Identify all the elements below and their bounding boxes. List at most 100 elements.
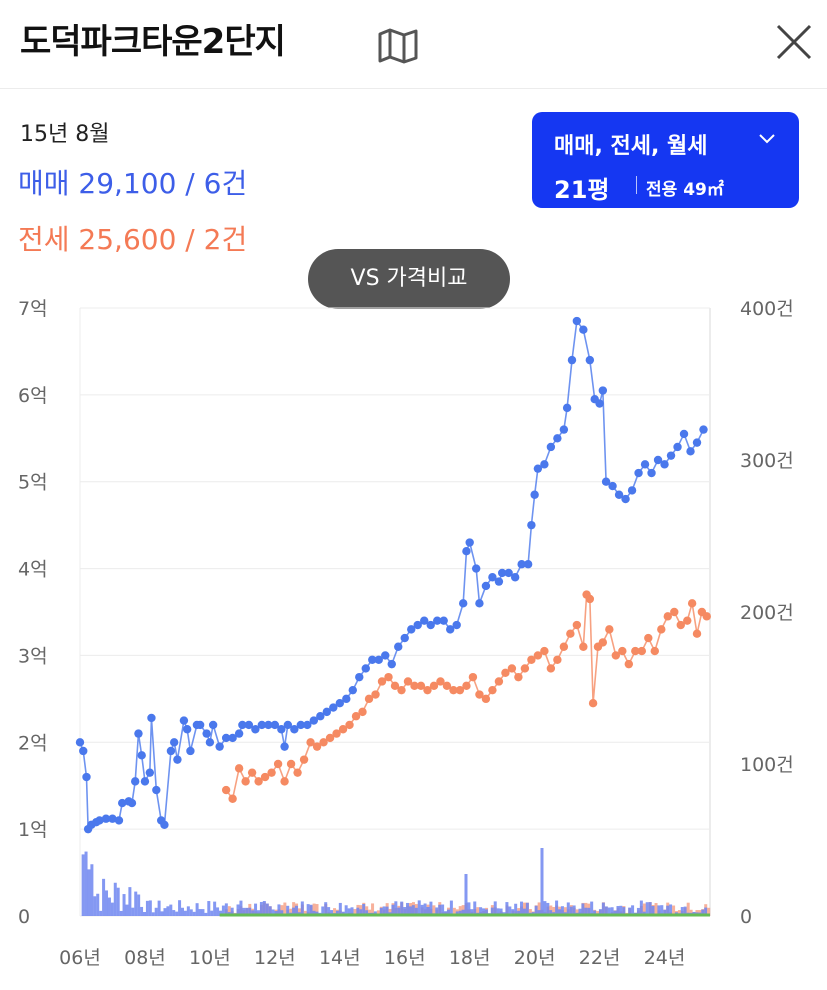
sale-point bbox=[303, 720, 312, 730]
jeonse-point bbox=[624, 659, 634, 669]
sale-point bbox=[530, 490, 539, 499]
sale-point bbox=[579, 325, 588, 334]
sale-point bbox=[208, 720, 218, 730]
sale-volume-bar bbox=[216, 907, 220, 916]
sale-volume-bar bbox=[145, 900, 149, 916]
sale-point bbox=[374, 655, 383, 664]
jeonse-point bbox=[631, 646, 640, 656]
sale-volume-bar bbox=[195, 903, 199, 916]
sale-point bbox=[488, 573, 497, 582]
sale-point bbox=[205, 738, 215, 747]
sale-point bbox=[140, 777, 150, 786]
jeonse-point bbox=[312, 742, 322, 751]
jeonse-volume-bar bbox=[371, 903, 375, 916]
sale-point bbox=[540, 460, 549, 469]
sale-volume-bar bbox=[660, 905, 664, 916]
jeonse-point bbox=[676, 620, 685, 630]
sale-point bbox=[523, 560, 533, 569]
jeonse-point bbox=[397, 685, 406, 695]
sale-point bbox=[647, 468, 656, 478]
sale-volume-bar bbox=[321, 906, 325, 916]
sale-volume-bar bbox=[704, 907, 708, 916]
sale-volume-bar bbox=[648, 902, 652, 916]
sale-point bbox=[553, 434, 562, 443]
jeonse-point bbox=[670, 607, 679, 617]
sale-volume-bar bbox=[300, 901, 304, 916]
sale-point bbox=[497, 568, 507, 578]
jeonse-point bbox=[442, 681, 452, 691]
sale-volume-bar bbox=[312, 910, 316, 916]
sale-volume-bar bbox=[110, 902, 114, 916]
jeonse-point bbox=[247, 768, 257, 777]
sale-point bbox=[413, 620, 422, 630]
sale-point bbox=[137, 751, 146, 760]
price-chart[interactable]: 0 1억 2억 3억 4억 5억 6억 7억 0 100건 200건 300건 400건 06년 08년 10… bbox=[0, 280, 827, 990]
sale-volume-bar bbox=[125, 904, 129, 916]
jeonse-volume-bar bbox=[289, 908, 293, 916]
sale-volume-bar bbox=[122, 894, 126, 916]
sale-point bbox=[296, 720, 306, 730]
sale-point bbox=[673, 442, 682, 452]
sale-point bbox=[660, 460, 669, 469]
sale-point bbox=[270, 720, 280, 730]
jeonse-summary: 전세 25,600 / 2건 bbox=[18, 223, 248, 256]
sale-volume-bar bbox=[560, 906, 564, 916]
sale-volume-bar bbox=[157, 900, 161, 916]
jeonse-point bbox=[429, 681, 439, 691]
x-tick: 06년 bbox=[59, 947, 101, 969]
jeonse-point bbox=[384, 672, 393, 682]
sale-point bbox=[598, 386, 608, 395]
sale-volume-bar bbox=[470, 909, 474, 916]
sale-volume-bar bbox=[631, 905, 635, 916]
y-left-tick: 7억 bbox=[18, 298, 48, 320]
sale-volume-bar bbox=[587, 907, 591, 916]
sale-volume-bar bbox=[446, 909, 450, 916]
sale-volume-bar bbox=[520, 901, 524, 916]
sale-point bbox=[601, 477, 611, 486]
close-icon[interactable] bbox=[772, 20, 816, 64]
sale-volume-bar bbox=[201, 909, 205, 916]
divider bbox=[636, 176, 637, 194]
sale-volume-bar bbox=[151, 912, 155, 916]
jeonse-point bbox=[345, 720, 354, 730]
jeonse-point bbox=[364, 694, 374, 704]
sale-volume-bar bbox=[461, 909, 465, 916]
jeonse-point bbox=[657, 625, 666, 634]
sale-volume-bar bbox=[99, 910, 103, 916]
jeonse-point bbox=[605, 625, 614, 634]
sale-point bbox=[316, 712, 325, 721]
jeonse-point bbox=[494, 677, 504, 686]
sale-volume-bar bbox=[508, 906, 512, 916]
sale-volume-bar bbox=[350, 907, 354, 916]
sale-point bbox=[699, 425, 708, 434]
jeonse-volume-bar bbox=[227, 906, 231, 916]
sale-volume-bar bbox=[458, 910, 462, 916]
jeonse-point bbox=[692, 629, 702, 638]
sale-volume-bar bbox=[645, 902, 649, 916]
sale-volume-bar bbox=[213, 901, 217, 916]
compare-price-button[interactable]: VS 가격비교 bbox=[308, 249, 510, 309]
sale-volume-bar bbox=[204, 912, 208, 916]
x-tick: 08년 bbox=[124, 947, 166, 969]
sale-volume-bar bbox=[239, 900, 243, 916]
sale-volume-bar bbox=[473, 901, 477, 916]
sale-volume-bar bbox=[604, 906, 608, 916]
jeonse-volume-bar bbox=[677, 910, 681, 916]
y-left-tick: 3억 bbox=[18, 645, 48, 667]
sale-point bbox=[621, 494, 630, 504]
jeonse-point bbox=[332, 729, 341, 738]
sale-volume-bar bbox=[411, 905, 415, 916]
sale-volume-bar bbox=[180, 907, 184, 916]
sale-point bbox=[335, 699, 344, 708]
sale-point bbox=[504, 568, 513, 578]
sale-volume-bar bbox=[183, 910, 187, 916]
sale-volume-bar bbox=[385, 906, 389, 916]
map-icon[interactable] bbox=[376, 26, 420, 66]
sale-point bbox=[407, 625, 416, 634]
sale-volume-bar bbox=[426, 906, 430, 916]
sale-point bbox=[572, 316, 582, 326]
trade-filter-button[interactable]: 매매, 전세, 월세 21평 전용 49㎡ bbox=[532, 112, 799, 208]
sale-point bbox=[202, 729, 211, 738]
sale-point bbox=[510, 573, 520, 582]
sale-point bbox=[533, 464, 543, 473]
